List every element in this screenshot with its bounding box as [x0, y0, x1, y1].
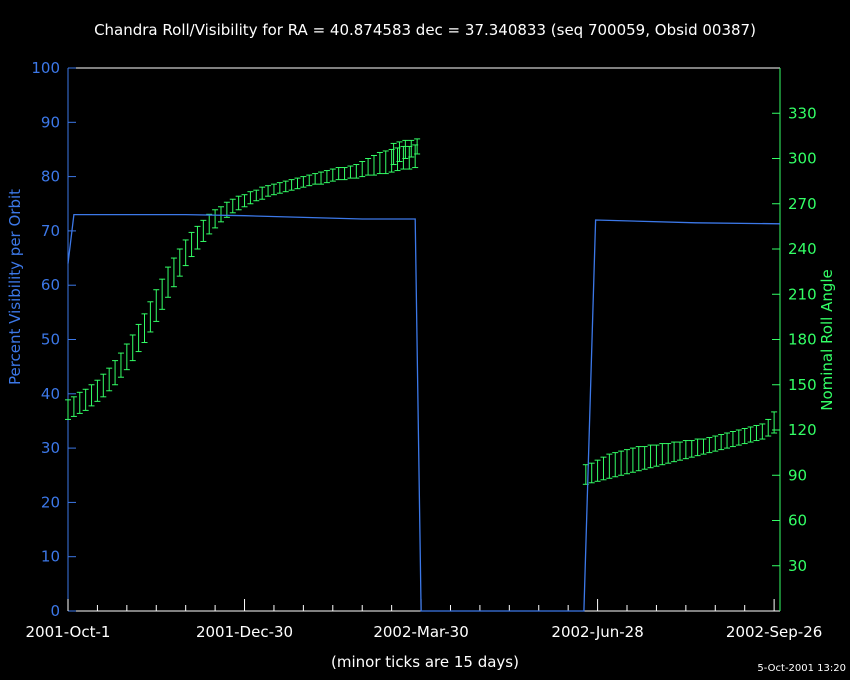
- right-tick-label: 60: [788, 512, 807, 530]
- right-tick-label: 300: [788, 150, 817, 168]
- roll-series: [65, 138, 778, 485]
- right-tick-label: 120: [788, 421, 817, 439]
- right-tick-label: 90: [788, 466, 807, 484]
- left-tick-label: 50: [41, 331, 60, 349]
- chart-title: Chandra Roll/Visibility for RA = 40.8745…: [94, 21, 756, 39]
- left-tick-label: 80: [41, 168, 60, 186]
- right-axis-label: Nominal Roll Angle: [818, 269, 836, 411]
- x-tick-label: 2002-Sep-26: [726, 623, 822, 641]
- right-tick-label: 270: [788, 195, 817, 213]
- x-axis: 2001-Oct-1 2001-Dec-30 2002-Mar-30 2002-Jun…: [26, 599, 822, 641]
- left-tick-label: 10: [41, 548, 60, 566]
- x-tick-label: 2002-Mar-30: [373, 623, 468, 641]
- axes: [67, 67, 781, 612]
- right-tick-label: 30: [788, 557, 807, 575]
- left-tick-label: 40: [41, 385, 60, 403]
- left-tick-label: 70: [41, 222, 60, 240]
- left-tick-label: 100: [31, 59, 60, 77]
- timestamp: 5-Oct-2001 13:20: [757, 663, 846, 674]
- right-tick-label: 330: [788, 104, 817, 122]
- right-tick-label: 150: [788, 376, 817, 394]
- left-axis: 0 10 20 30 40 50 60 70 80 90 100: [31, 59, 76, 620]
- left-axis-label: Percent Visibility per Orbit: [6, 189, 24, 385]
- left-tick-label: 30: [41, 439, 60, 457]
- right-axis: 30 60 90 120 150 180 210 240 270 300 330: [772, 104, 817, 575]
- x-tick-label: 2001-Dec-30: [196, 623, 293, 641]
- visibility-series: [67, 213, 781, 612]
- left-tick-label: 60: [41, 276, 60, 294]
- left-tick-label: 0: [50, 602, 60, 620]
- right-tick-label: 210: [788, 285, 817, 303]
- x-tick-label: 2001-Oct-1: [26, 623, 111, 641]
- left-tick-label: 90: [41, 113, 60, 131]
- left-tick-label: 20: [41, 493, 60, 511]
- right-tick-label: 180: [788, 331, 817, 349]
- x-axis-label: (minor ticks are 15 days): [331, 653, 519, 671]
- right-tick-label: 240: [788, 240, 817, 258]
- x-tick-label: 2002-Jun-28: [551, 623, 643, 641]
